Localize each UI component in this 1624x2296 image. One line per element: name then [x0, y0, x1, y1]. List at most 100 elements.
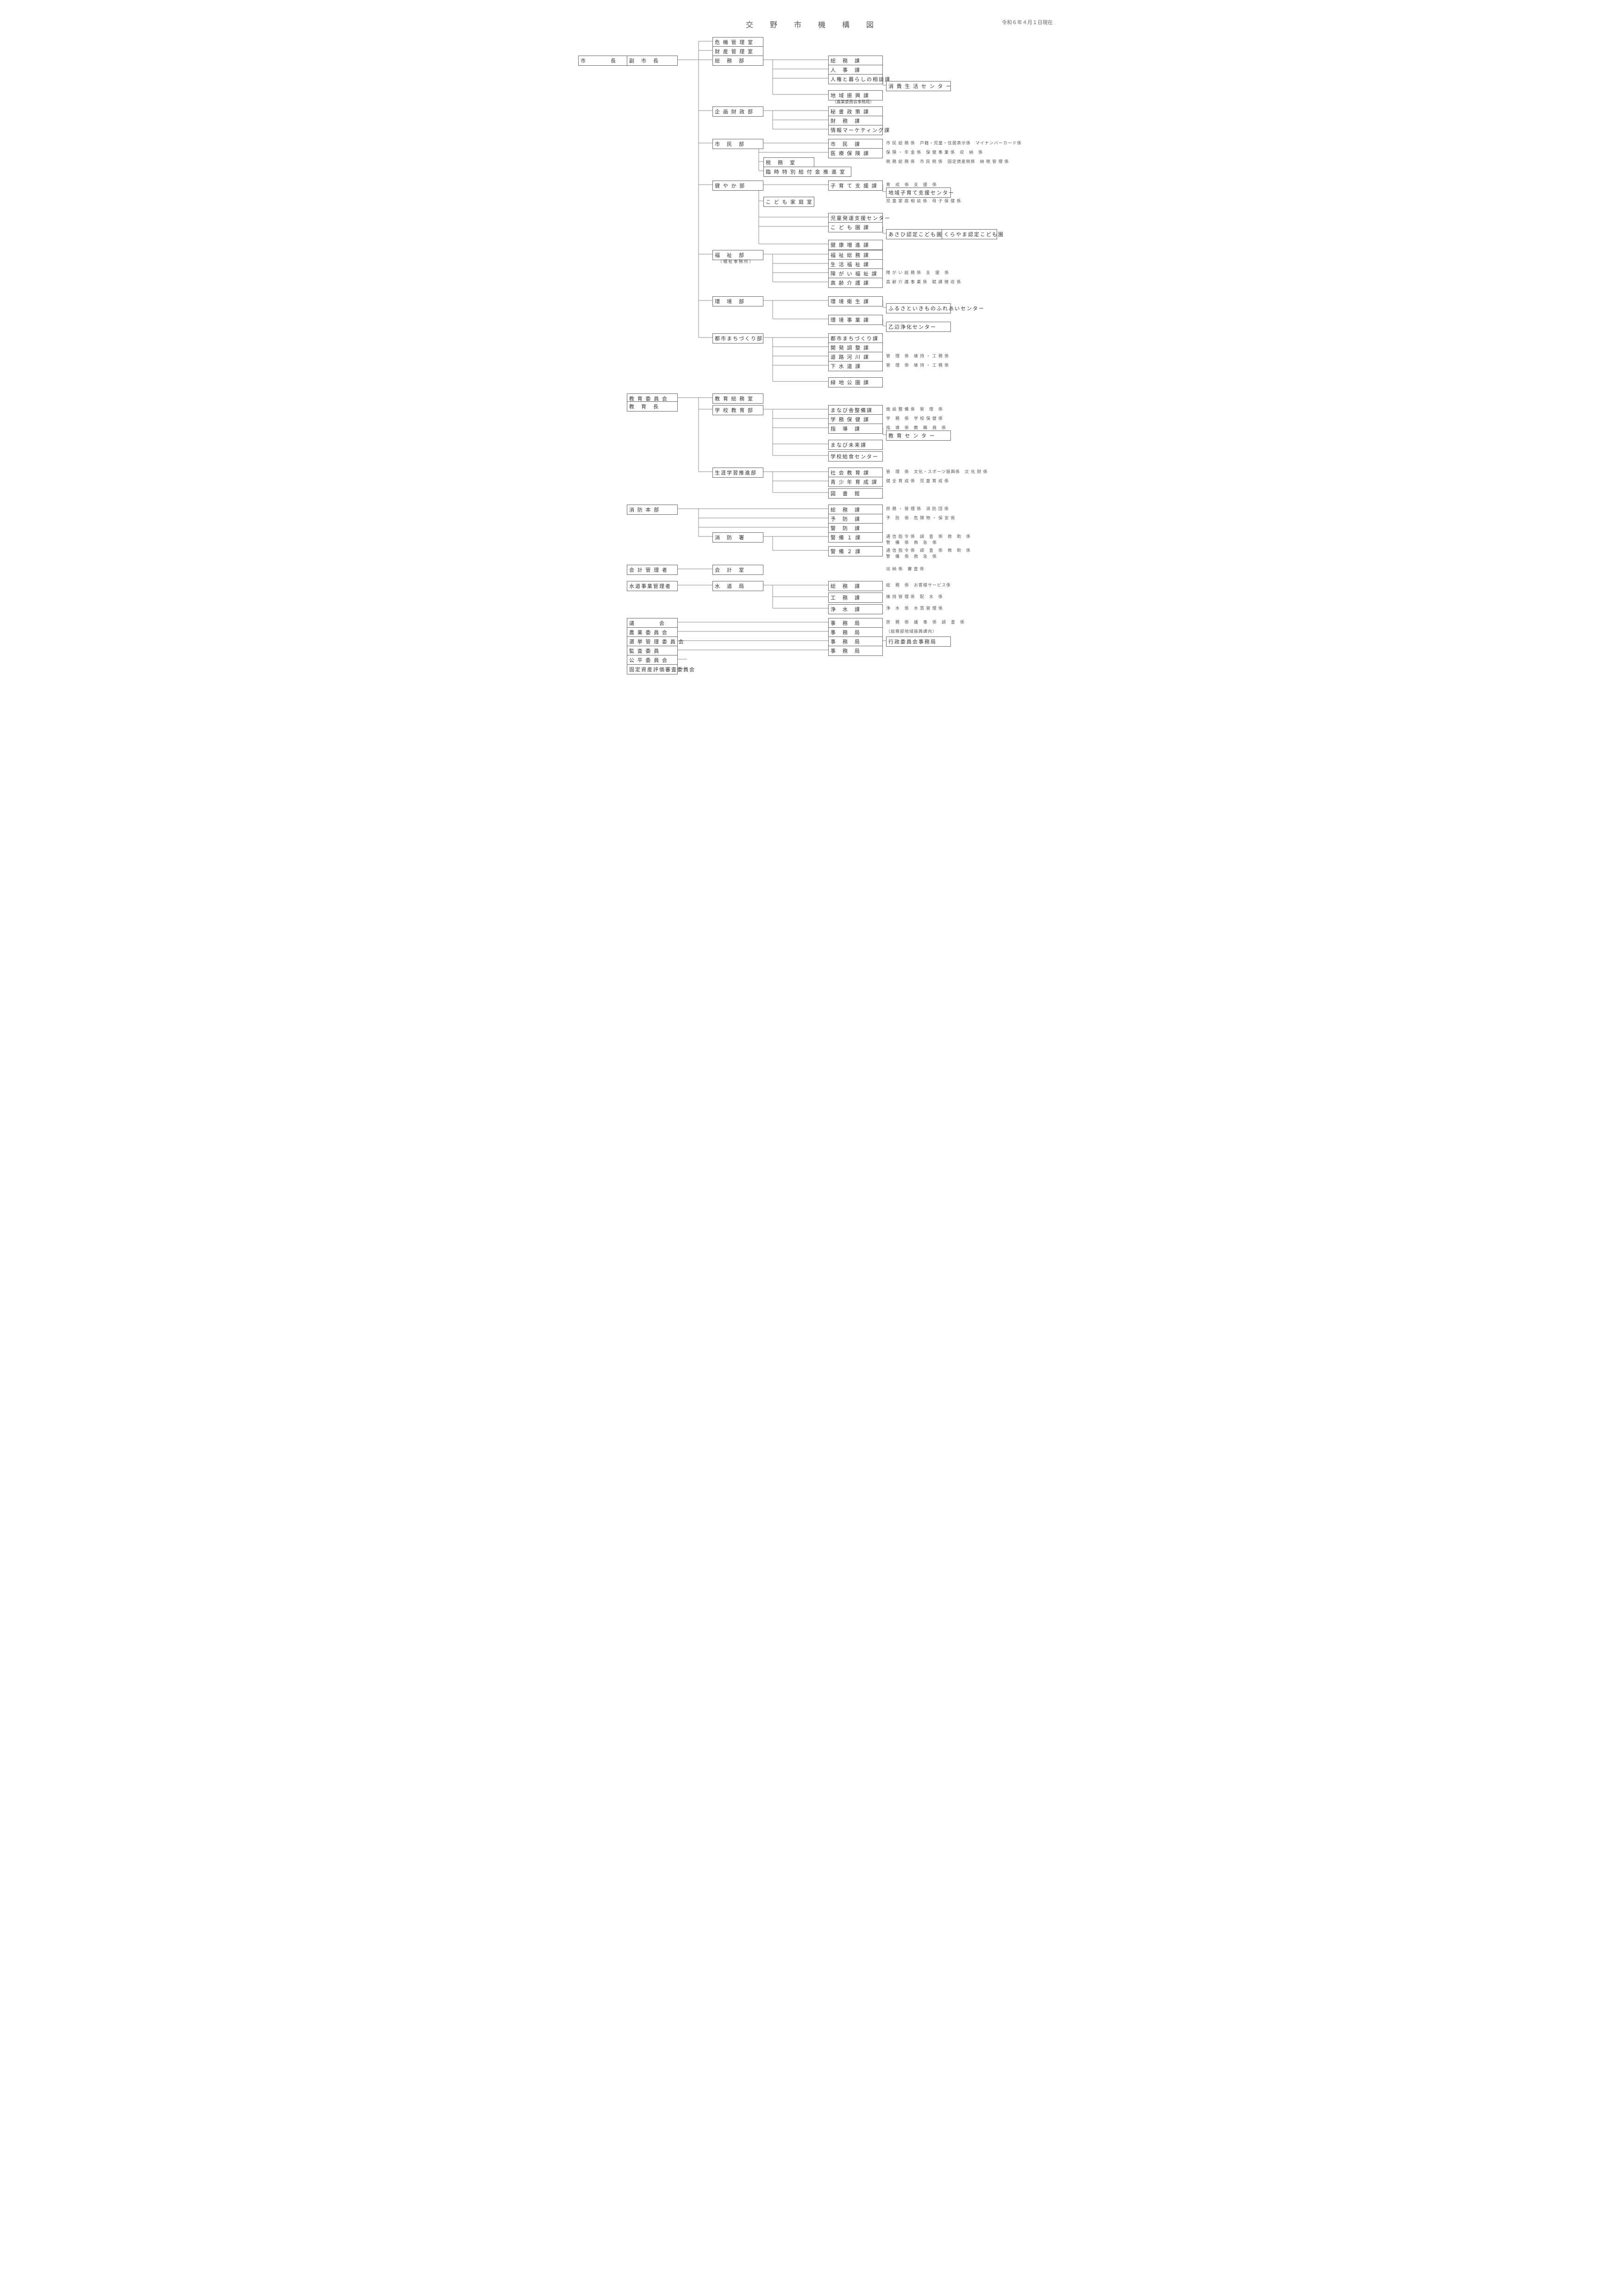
annotation: 庶 務 係 議 事 係 調 査 係 [886, 619, 965, 625]
org-chart-page: 交 野 市 機 構 図 令和６年４月１日現在 市 長副 市 長危 機 管 理 室… [571, 19, 1053, 30]
org-box: 青 少 年 育 成 課 [828, 477, 883, 487]
annotation: 出 納 係 審 査 係 [886, 566, 924, 572]
org-box: 学 務 保 健 課 [828, 414, 883, 424]
org-box: 警 防 課 [828, 523, 883, 533]
org-box: 危 機 管 理 室 [712, 37, 763, 47]
org-box: 地域子育て支援センター [886, 187, 951, 198]
org-box: 児童発達支援センター [828, 213, 883, 223]
org-box: 市 民 課 [828, 139, 883, 149]
annotation: 管 理 係 維 持 ・ 工 務 係 [886, 353, 949, 359]
annotation: 庶 務 ・ 管 理 係 消 防 団 係 [886, 505, 949, 512]
org-box: 乙辺浄化センター [886, 322, 951, 332]
annotation: 警 備 係 救 急 係 [886, 553, 937, 559]
org-box: 都市まちづくり部 [712, 333, 763, 343]
annotation: 保 険 ・ 年 金 係 保 健 事 業 係 収 納 係 [886, 149, 983, 155]
org-box: 開 発 調 整 課 [828, 343, 883, 353]
org-box: ふるさといきものふれあいセンター [886, 303, 951, 313]
org-box: 農 業 委 員 会 [627, 627, 678, 637]
org-box: 事 務 局 [828, 646, 883, 656]
org-box: 水道事業管理者 [627, 581, 678, 591]
org-box: 道 路 河 川 課 [828, 352, 883, 362]
org-box: 福 祉 総 務 課 [828, 250, 883, 260]
org-box: 生涯学習推進部 [712, 468, 763, 478]
org-box: 生 活 福 祉 課 [828, 259, 883, 269]
org-box: 議 会 [627, 618, 678, 628]
org-box: 学校給食センター [828, 451, 883, 462]
annotation: 市 民 総 務 係 戸籍・児童・住居表示係 マイナンバーカード係 [886, 140, 1022, 146]
org-box: 秘 書 政 策 課 [828, 106, 883, 117]
org-box: 会 計 室 [712, 565, 763, 575]
org-box: 総 務 部 [712, 56, 763, 66]
sub-label: （農業委員会事務局） [828, 99, 878, 105]
org-box: 総 務 課 [828, 56, 883, 66]
annotation: 健 全 育 成 係 児 童 育 成 係 [886, 478, 949, 484]
date-label: 令和６年４月１日現在 [1002, 19, 1053, 26]
org-box: あさひ認定こども園 [886, 229, 951, 239]
org-box: 人権と暮らしの相談課 [828, 74, 883, 84]
annotation: 児 童 家 庭 相 談 係 母 子 保 健 係 [886, 198, 962, 204]
org-box: くらやま認定こども園 [942, 229, 997, 239]
org-box: 臨 時 特 別 給 付 金 推 進 室 [763, 167, 851, 177]
org-box: 環 境 部 [712, 296, 763, 306]
org-box: 総 務 課 [828, 581, 883, 591]
org-box: 企 画 財 政 部 [712, 106, 763, 117]
org-box: 教 育 セ ン タ ー [886, 430, 951, 441]
annotation: 総 務 係 お客様サービス係 [886, 582, 951, 588]
org-box: 緑 地 公 園 課 [828, 377, 883, 387]
org-box: 教 育 総 務 室 [712, 393, 763, 404]
org-box: 市 民 部 [712, 139, 763, 149]
org-box: 人 事 課 [828, 65, 883, 75]
org-box: 市 長 [578, 56, 629, 66]
org-box: 公 平 委 員 会 [627, 655, 678, 665]
org-box: 事 務 局 [828, 627, 883, 637]
org-box: 下 水 道 課 [828, 361, 883, 371]
org-box: 教 育 長 [627, 401, 678, 412]
org-box: 環 境 事 業 課 [828, 315, 883, 325]
org-box: 子 育 て 支 援 課 [828, 181, 883, 191]
org-box: 事 務 局 [828, 636, 883, 647]
org-box: 工 務 課 [828, 593, 883, 603]
org-box: 高 齢 介 護 課 [828, 278, 883, 288]
org-box: 監 査 委 員 [627, 646, 678, 656]
org-box: 予 防 課 [828, 514, 883, 524]
org-box: 消 防 署 [712, 532, 763, 543]
org-box: 選 挙 管 理 委 員 会 [627, 636, 678, 647]
annotation: 税 務 総 務 係 市 民 税 係 固定資産税係 納 税 管 理 係 [886, 158, 1009, 164]
annotation: 施 設 整 備 係 管 理 係 [886, 406, 943, 412]
org-box: 障 が い 福 祉 課 [828, 268, 883, 279]
annotation: 通 信 指 令 係 調 査 係 救 助 係 [886, 547, 971, 553]
org-box: 財 産 管 理 室 [712, 46, 763, 56]
annotation: 警 備 係 救 急 係 [886, 539, 937, 545]
org-box: まなび舎整備課 [828, 405, 883, 415]
annotation: 管 理 係 文化・スポーツ振興係 文 化 財 係 [886, 468, 988, 474]
annotation: 障 が い 総 務 係 支 援 係 [886, 269, 949, 275]
annotation: 高 齢 介 護 事 業 係 賦 課 徴 収 係 [886, 279, 962, 285]
org-box: 健 や か 部 [712, 181, 763, 191]
org-box: こ ど も 園 課 [828, 222, 883, 232]
org-box: 都市まちづくり課 [828, 333, 883, 343]
org-box: 学 校 教 育 部 [712, 405, 763, 415]
annotation: 通 信 指 令 係 調 査 係 救 助 係 [886, 533, 971, 539]
org-box: 副 市 長 [627, 56, 678, 66]
annotation: 指 導 係 教 職 員 係 [886, 424, 946, 430]
annotation: 浄 水 係 水 質 管 理 係 [886, 605, 943, 611]
org-box: 健 康 増 進 課 [828, 240, 883, 250]
annotation: 維 持 管 理 係 配 水 係 [886, 593, 943, 599]
org-box: 社 会 教 育 課 [828, 468, 883, 478]
org-box: 図 書 館 [828, 488, 883, 499]
org-box: 警 備 ２ 課 [828, 546, 883, 556]
org-box: 会 計 管 理 者 [627, 565, 678, 575]
annotation: 育 成 係 支 援 係 [886, 181, 937, 187]
org-box: 環 境 衛 生 課 [828, 296, 883, 306]
org-box: 水 道 局 [712, 581, 763, 591]
org-box: 税 務 室 [763, 157, 814, 168]
annotation: 管 理 係 維 持 ・ 工 務 係 [886, 362, 949, 368]
annotation: 予 防 係 危 険 物 ・ 保 安 係 [886, 515, 956, 521]
page-title: 交 野 市 機 構 図 [571, 19, 1053, 30]
sub-label: （ 福 祉 事 務 所 ） [712, 258, 759, 264]
org-box: 指 導 課 [828, 424, 883, 434]
org-box: 消 防 本 部 [627, 505, 678, 515]
org-box: 消 費 生 活 セ ン タ ー [886, 81, 951, 91]
org-box: こ ど も 家 庭 室 [763, 197, 814, 207]
org-box: 行政委員会事務局 [886, 636, 951, 647]
